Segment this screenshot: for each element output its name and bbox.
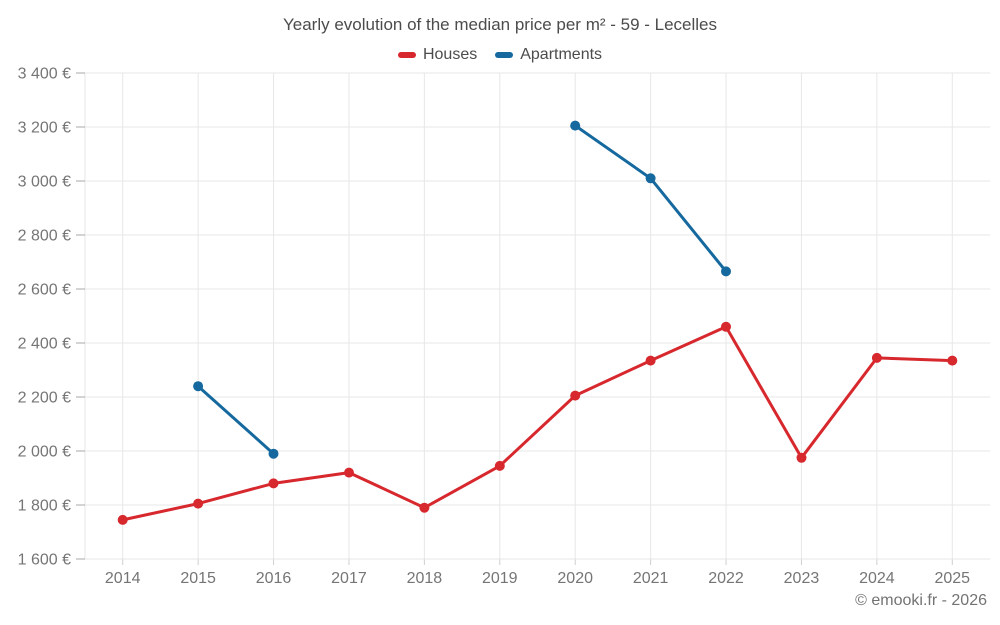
houses-point-2018[interactable] bbox=[419, 502, 430, 513]
x-axis-tick-label: 2023 bbox=[784, 570, 820, 587]
y-axis-tick-label: 2 400 € bbox=[18, 336, 71, 353]
x-axis-tick-label: 2018 bbox=[407, 570, 443, 587]
y-axis-tick-label: 2 200 € bbox=[18, 390, 71, 407]
apartments-point-2021[interactable] bbox=[645, 173, 656, 184]
x-axis-tick-label: 2015 bbox=[180, 570, 216, 587]
x-axis-tick-label: 2014 bbox=[105, 570, 141, 587]
apartments-point-2020[interactable] bbox=[570, 120, 581, 131]
houses-point-2025[interactable] bbox=[947, 355, 958, 366]
houses-point-2019[interactable] bbox=[494, 460, 505, 471]
houses-point-2023[interactable] bbox=[796, 452, 807, 463]
houses-swatch-icon bbox=[397, 52, 416, 58]
houses-point-2016[interactable] bbox=[268, 478, 279, 489]
apartments-point-2015[interactable] bbox=[193, 381, 204, 392]
x-axis-tick-label: 2019 bbox=[482, 570, 518, 587]
y-axis-tick-label: 2 000 € bbox=[18, 444, 71, 461]
y-axis-tick-label: 1 800 € bbox=[18, 498, 71, 515]
houses-point-2022[interactable] bbox=[721, 321, 731, 332]
x-axis-tick-label: 2025 bbox=[934, 570, 970, 587]
y-axis-tick-label: 3 000 € bbox=[18, 174, 71, 191]
x-axis-tick-label: 2024 bbox=[859, 570, 895, 587]
apartments-point-2022[interactable] bbox=[721, 266, 731, 277]
x-axis-tick-label: 2022 bbox=[708, 570, 744, 587]
x-axis-tick-label: 2017 bbox=[331, 570, 367, 587]
y-axis-tick-label: 2 600 € bbox=[18, 282, 71, 299]
y-axis-tick-label: 3 400 € bbox=[18, 66, 71, 83]
legend-label-houses: Houses bbox=[422, 46, 478, 63]
houses-point-2015[interactable] bbox=[193, 498, 204, 509]
houses-series-line bbox=[121, 325, 954, 522]
y-axis-tick-label: 1 600 € bbox=[18, 552, 71, 569]
x-axis-tick-label: 2021 bbox=[633, 570, 669, 587]
apartments-swatch-icon bbox=[495, 52, 514, 58]
houses-point-2017[interactable] bbox=[344, 467, 354, 478]
y-axis-tick-label: 3 200 € bbox=[18, 120, 71, 137]
apartments-series-line bbox=[196, 384, 275, 456]
legend-item-apartments[interactable]: Apartments bbox=[495, 46, 602, 64]
copyright-text: © emooki.fr - 2026 bbox=[855, 592, 987, 609]
houses-point-2020[interactable] bbox=[570, 390, 581, 401]
apartments-point-2016[interactable] bbox=[268, 448, 279, 459]
chart-title: Yearly evolution of the median price per… bbox=[282, 15, 718, 34]
x-axis-tick-label: 2016 bbox=[256, 570, 292, 587]
legend: Houses Apartments bbox=[0, 46, 1000, 64]
houses-point-2024[interactable] bbox=[871, 352, 882, 363]
houses-point-2021[interactable] bbox=[645, 355, 656, 366]
legend-label-apartments: Apartments bbox=[520, 46, 603, 63]
y-axis-tick-label: 2 800 € bbox=[18, 228, 71, 245]
houses-point-2014[interactable] bbox=[117, 514, 128, 525]
legend-item-houses[interactable]: Houses bbox=[397, 46, 478, 64]
x-axis-tick-label: 2020 bbox=[557, 570, 593, 587]
